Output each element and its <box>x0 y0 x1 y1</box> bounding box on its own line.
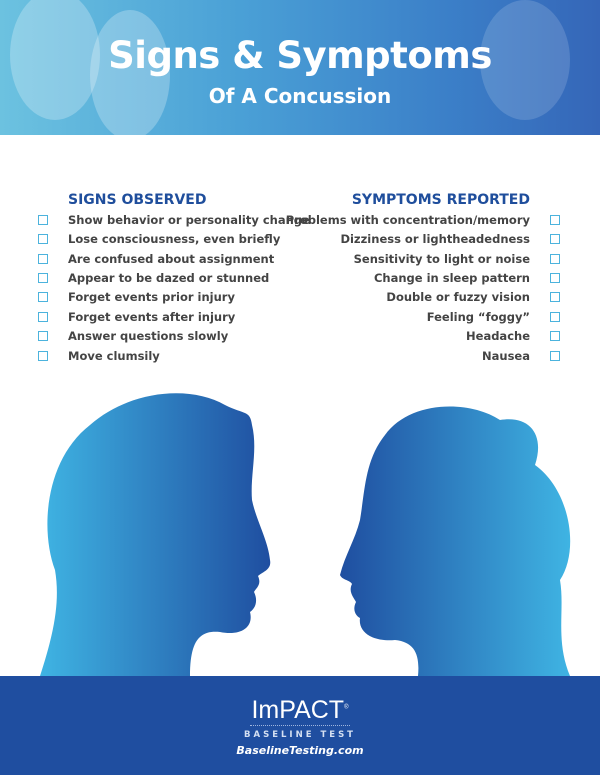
symptoms-checkbox[interactable] <box>550 234 560 244</box>
symptoms-item: Dizziness or lightheadedness <box>340 232 530 246</box>
symptoms-checkbox[interactable] <box>550 273 560 283</box>
signs-checkbox[interactable] <box>38 254 48 264</box>
symptoms-item: Nausea <box>482 349 530 363</box>
symptoms-checkbox[interactable] <box>550 331 560 341</box>
signs-checkbox[interactable] <box>38 312 48 322</box>
symptoms-item: Double or fuzzy vision <box>386 290 530 304</box>
head-silhouettes <box>40 393 571 676</box>
page-title: Signs & Symptoms <box>108 34 492 77</box>
footer-banner: ImPACT® BASELINE TEST BaselineTesting.co… <box>0 676 600 775</box>
header-banner: Signs & Symptoms Of A Concussion <box>0 0 600 135</box>
signs-heading: SIGNS OBSERVED <box>68 192 207 208</box>
symptoms-heading: SYMPTOMS REPORTED <box>351 192 530 208</box>
symptoms-checkbox[interactable] <box>550 312 560 322</box>
signs-checkbox[interactable] <box>38 331 48 341</box>
signs-item: Answer questions slowly <box>68 329 229 343</box>
signs-checkbox[interactable] <box>38 292 48 302</box>
registered-mark: ® <box>344 704 349 711</box>
signs-item: Lose consciousness, even briefly <box>68 232 281 246</box>
signs-item: Forget events prior injury <box>68 290 235 304</box>
symptoms-checkbox[interactable] <box>550 351 560 361</box>
signs-item: Show behavior or personality change <box>68 213 310 227</box>
symptoms-item: Problems with concentration/memory <box>285 213 530 227</box>
page-subtitle: Of A Concussion <box>208 84 392 108</box>
symptoms-item: Headache <box>466 329 530 343</box>
photo-person <box>10 0 100 120</box>
signs-item: Are confused about assignment <box>68 252 275 266</box>
impact-logo: ImPACT® <box>0 696 600 725</box>
signs-checkbox[interactable] <box>38 215 48 225</box>
signs-checkbox[interactable] <box>38 273 48 283</box>
signs-item: Appear to be dazed or stunned <box>68 271 270 285</box>
symptoms-item: Feeling “foggy” <box>426 310 530 324</box>
signs-item: Forget events after injury <box>68 310 236 324</box>
photo-person <box>90 10 170 135</box>
logo-tagline: BASELINE TEST <box>244 730 356 740</box>
signs-item: Move clumsily <box>68 349 160 363</box>
male-head-silhouette <box>40 393 271 676</box>
website-link[interactable]: BaselineTesting.com <box>236 744 364 757</box>
symptoms-item: Sensitivity to light or noise <box>353 252 530 266</box>
symptoms-checkbox[interactable] <box>550 292 560 302</box>
symptoms-item: Change in sleep pattern <box>373 271 530 285</box>
signs-checkbox[interactable] <box>38 351 48 361</box>
photo-person <box>480 0 570 120</box>
signs-checkbox[interactable] <box>38 234 48 244</box>
logo-text: ImPACT <box>251 696 345 724</box>
symptoms-checkbox[interactable] <box>550 215 560 225</box>
female-head-silhouette <box>340 406 571 676</box>
logo-divider <box>250 725 350 726</box>
symptoms-checkbox[interactable] <box>550 254 560 264</box>
